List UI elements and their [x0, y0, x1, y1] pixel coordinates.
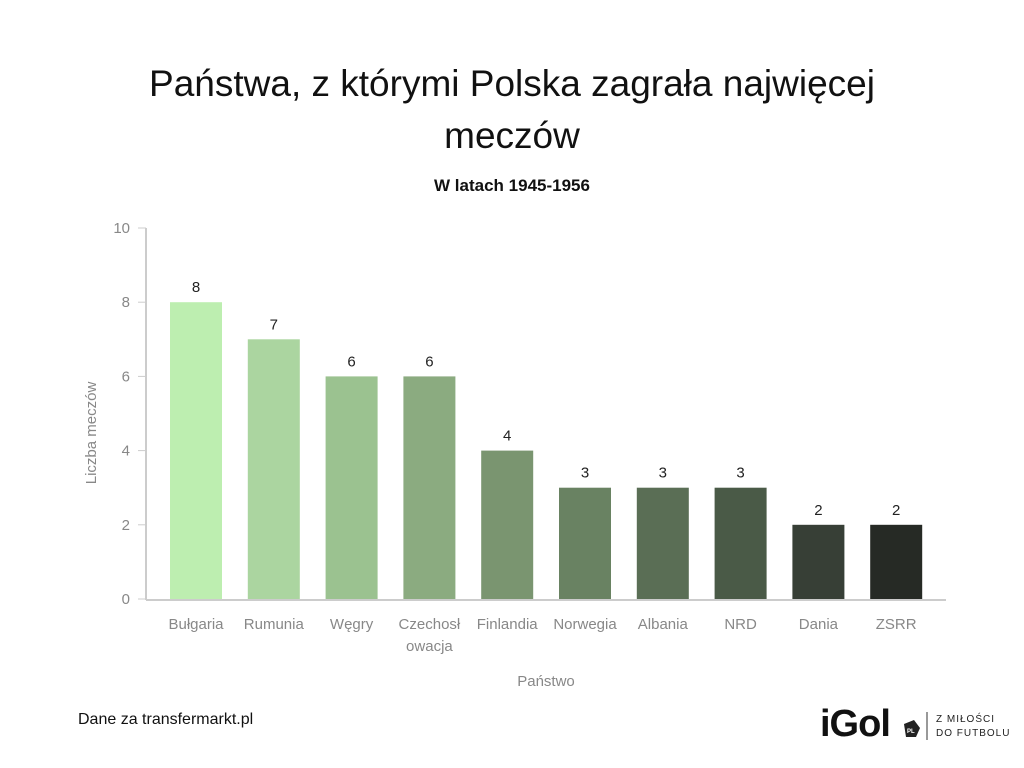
y-axis-label: Liczba meczów — [83, 382, 100, 485]
bar-rumunia — [247, 339, 300, 599]
data-label: 3 — [581, 465, 589, 482]
x-axis-label: Państwo — [517, 673, 575, 690]
x-tick-label: Dania — [799, 616, 839, 633]
igol-logo: iGol PL Z MIŁOŚCI DO FUTBOLU — [820, 703, 1010, 744]
bar-dania — [792, 524, 845, 599]
svg-text:Z MIŁOŚCI: Z MIŁOŚCI — [936, 712, 995, 725]
bar-finlandia — [481, 450, 534, 599]
data-label: 6 — [347, 353, 355, 370]
x-tick-label: Czechosł — [399, 616, 461, 633]
bar-zsrr — [870, 524, 923, 599]
x-tick-label: Finlandia — [477, 616, 539, 633]
bar-bułgaria — [170, 302, 222, 599]
y-tick-label: 0 — [122, 591, 130, 608]
y-tick-label: 2 — [122, 517, 130, 534]
x-tick-label: Bułgaria — [168, 616, 224, 633]
data-label: 4 — [503, 428, 511, 445]
data-label: 8 — [192, 279, 200, 296]
data-label: 2 — [814, 502, 822, 519]
y-tick-label: 10 — [113, 220, 130, 237]
y-tick-label: 8 — [122, 294, 130, 311]
chart-title: Państwa, z którymi Polska zagrała najwię… — [149, 63, 875, 156]
y-tick-label: 6 — [122, 368, 130, 385]
svg-text:DO FUTBOLU: DO FUTBOLU — [936, 728, 1010, 739]
bar-węgry — [325, 376, 378, 599]
data-label: 7 — [270, 316, 278, 333]
data-label: 3 — [659, 465, 667, 482]
bar-czechosłowacja — [403, 376, 456, 599]
y-tick-label: 4 — [122, 443, 130, 460]
bar-nrd — [714, 487, 767, 599]
chart-subtitle: W latach 1945-1956 — [434, 176, 590, 195]
data-label: 6 — [425, 353, 433, 370]
x-tick-label: owacja — [406, 638, 453, 655]
data-label: 3 — [736, 465, 744, 482]
data-label: 2 — [892, 502, 900, 519]
x-tick-label: Rumunia — [244, 616, 305, 633]
bar-norwegia — [559, 487, 611, 599]
svg-text:iGol: iGol — [820, 703, 890, 744]
bar-albania — [636, 487, 689, 599]
x-tick-label: Norwegia — [553, 616, 617, 633]
x-tick-label: ZSRR — [876, 616, 917, 633]
x-tick-label: Albania — [638, 616, 689, 633]
x-tick-label: Węgry — [330, 616, 374, 633]
svg-text:PL: PL — [907, 729, 915, 735]
source-note: Dane za transfermarkt.pl — [78, 711, 254, 728]
x-tick-label: NRD — [724, 616, 757, 633]
